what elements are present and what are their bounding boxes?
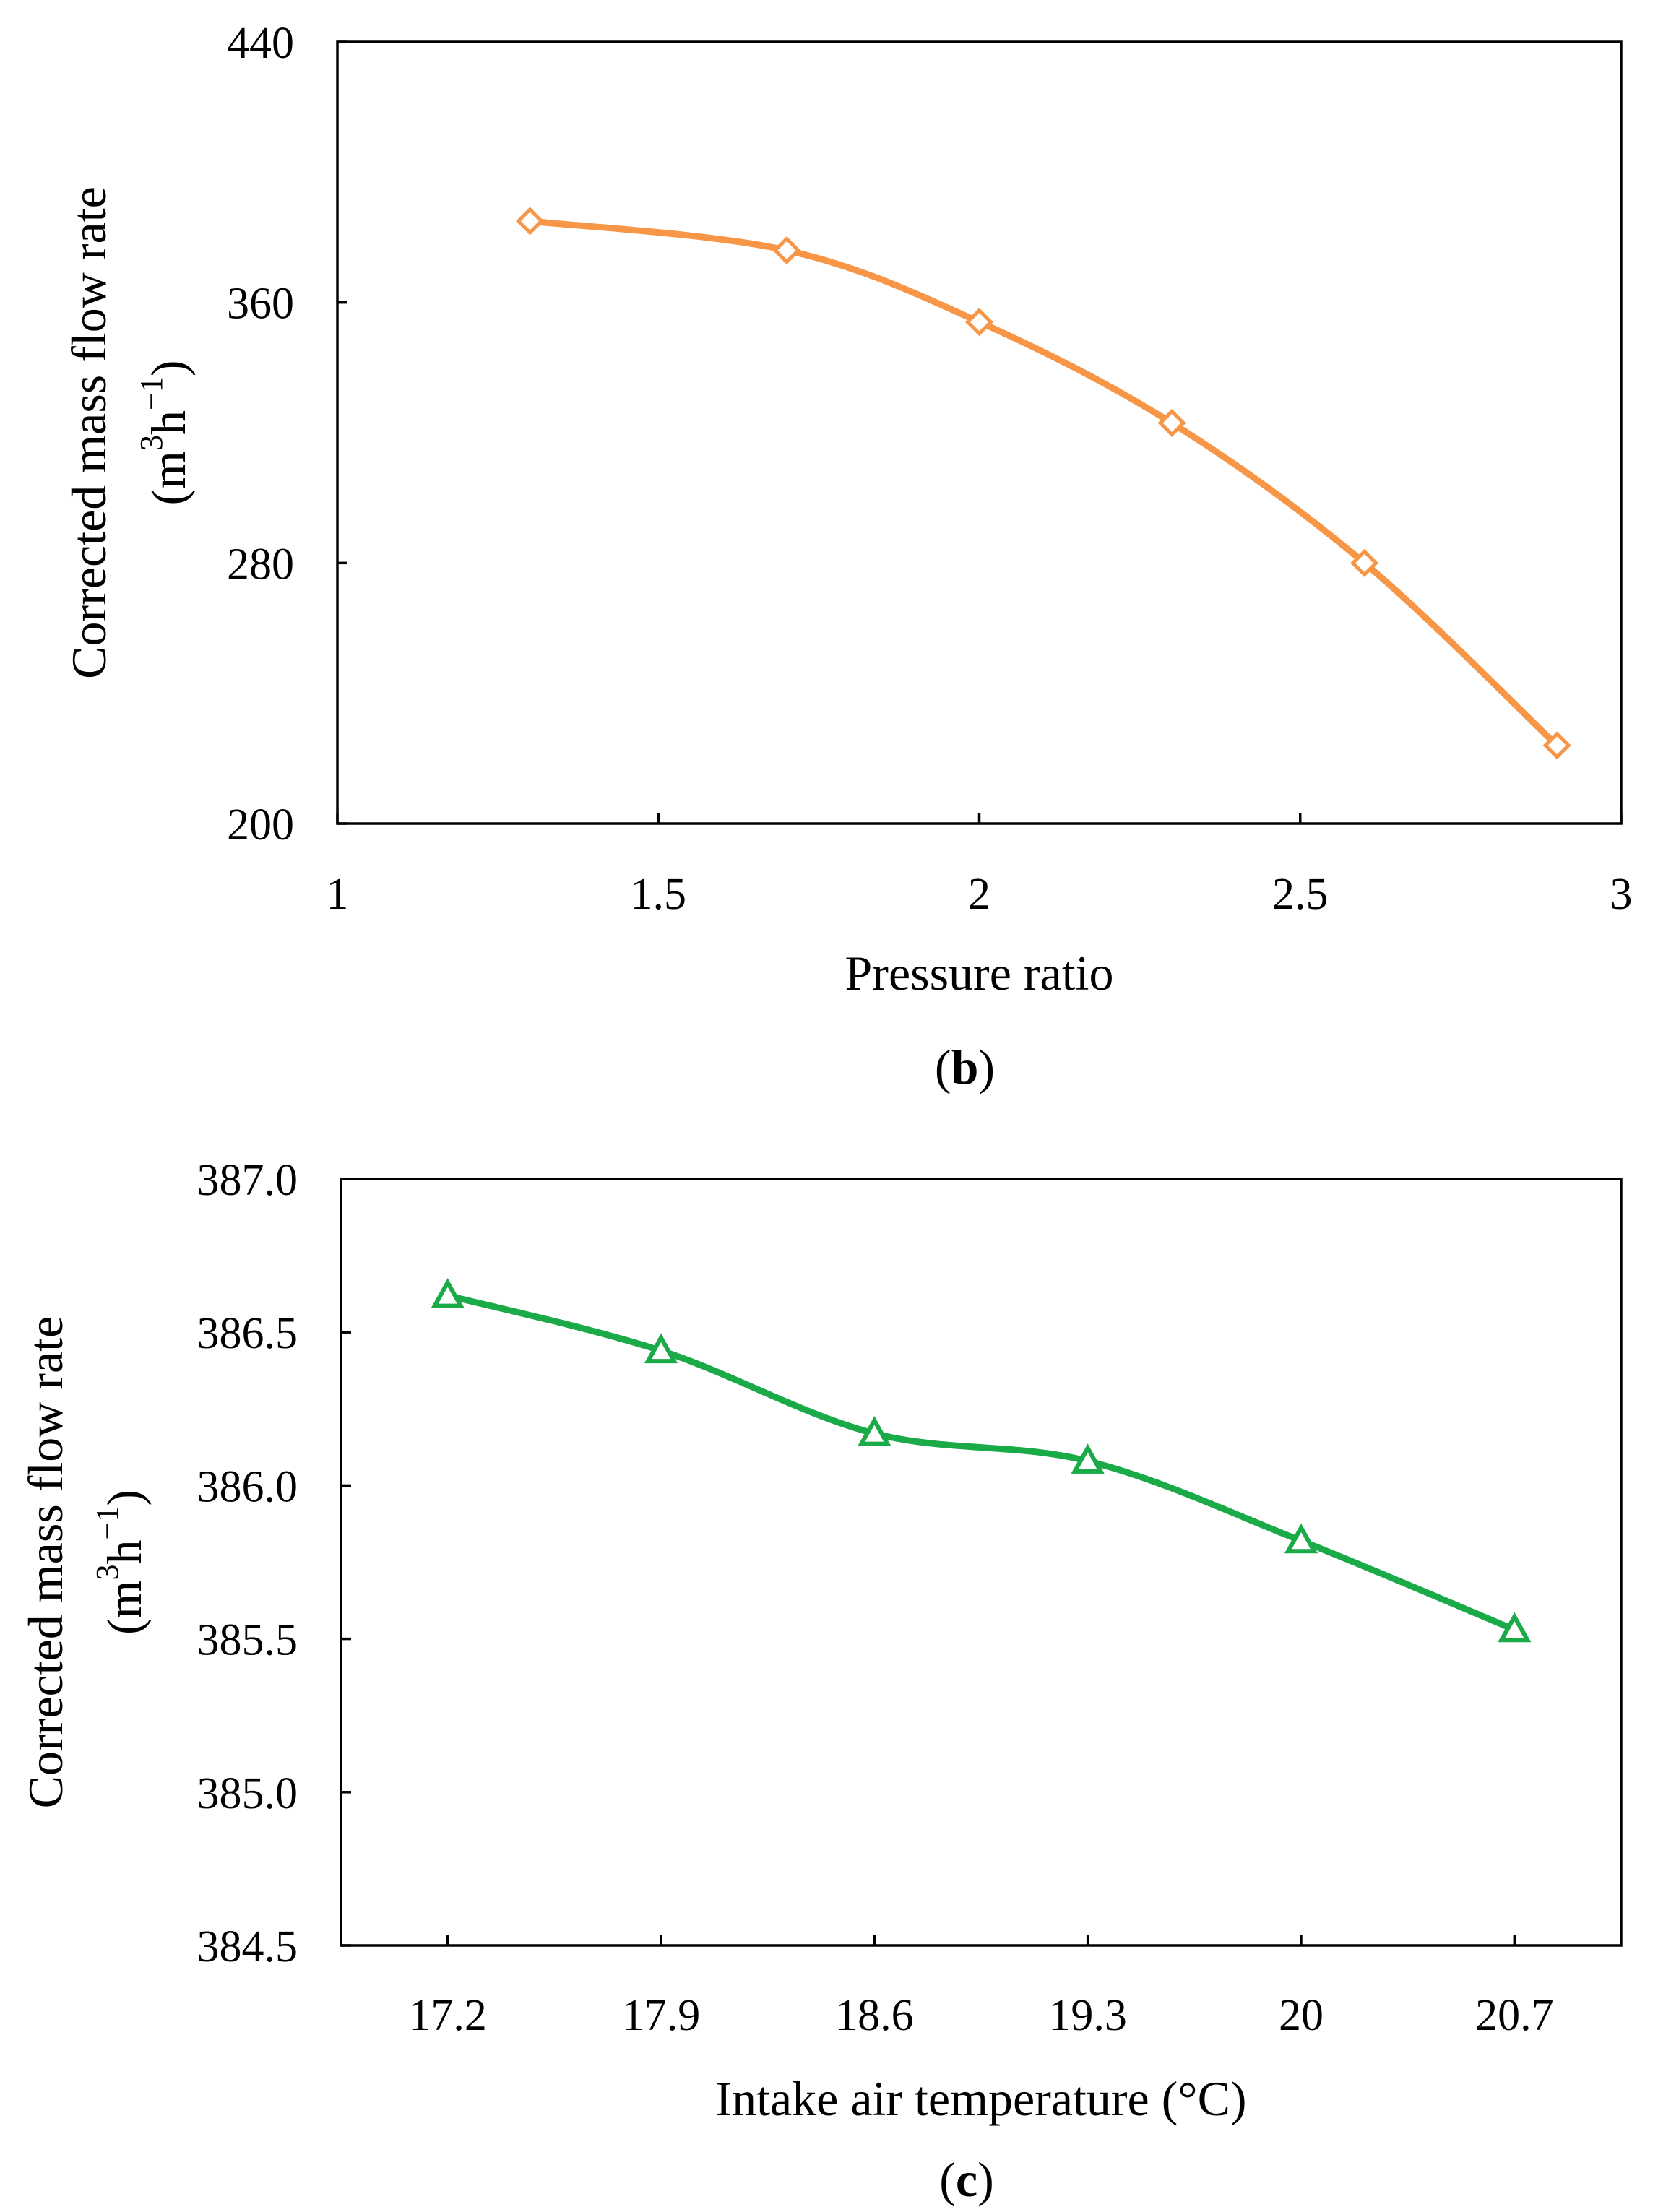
y-tick-label: 387.0 bbox=[197, 1156, 298, 1205]
series-line bbox=[444, 1292, 1518, 1633]
plot-area-frame bbox=[340, 1178, 1623, 1947]
x-tick-label: 18.6 bbox=[835, 1991, 914, 2040]
y-tick-label: 386.5 bbox=[197, 1309, 298, 1358]
data-point-marker bbox=[1071, 1443, 1105, 1474]
x-tick-label: 17.9 bbox=[622, 1991, 701, 2040]
y-tick-label: 384.5 bbox=[197, 1922, 298, 1971]
x-axis-title: Intake air temperature (°C) bbox=[715, 2071, 1246, 2126]
y-tick-label: 386.0 bbox=[197, 1462, 298, 1511]
y-axis-unit-part: −1 bbox=[134, 376, 169, 410]
series-line bbox=[527, 217, 1560, 749]
panel-c: 384.5 385.0 385.5 386.0 386.5 387.0 17.2 17.9 18… bbox=[18, 1156, 1623, 2207]
panel-label-open: ( bbox=[939, 2152, 956, 2207]
y-axis-title: Corrected mass flow rate bbox=[61, 186, 116, 679]
x-tick-label: 17.2 bbox=[408, 1991, 487, 2040]
y-tick-label: 385.0 bbox=[197, 1769, 298, 1818]
y-axis-unit-part: ) bbox=[141, 360, 196, 376]
panel-label-close: ) bbox=[977, 2152, 994, 2207]
y-axis-unit-part: −1 bbox=[90, 1506, 125, 1540]
y-tick-label: 385.5 bbox=[197, 1616, 298, 1665]
x-tick-label: 1.5 bbox=[631, 870, 687, 919]
y-tick-label: 440 bbox=[227, 19, 294, 68]
y-axis-unit: (m3h−1) bbox=[134, 360, 197, 505]
data-point-marker bbox=[1284, 1523, 1318, 1554]
panel-label-open: ( bbox=[935, 1040, 951, 1094]
y-axis-unit-part: h bbox=[141, 410, 196, 435]
data-point-marker bbox=[1350, 548, 1379, 577]
x-axis-title: Pressure ratio bbox=[845, 946, 1113, 1001]
y-tick-label: 200 bbox=[227, 800, 294, 850]
data-point-marker bbox=[772, 236, 801, 265]
x-tick-label: 20.7 bbox=[1475, 1991, 1554, 2040]
y-axis-unit-part: 3 bbox=[134, 435, 169, 451]
data-point-marker bbox=[1157, 408, 1186, 438]
y-tick-label: 360 bbox=[227, 280, 294, 329]
panel-label: (b) bbox=[935, 1040, 995, 1094]
data-point-marker bbox=[964, 308, 994, 337]
x-tick-label: 3 bbox=[1610, 870, 1633, 919]
panel-label-letter: b bbox=[951, 1040, 979, 1094]
panel-label: (c) bbox=[939, 2152, 994, 2207]
y-axis-unit-part: ) bbox=[97, 1490, 152, 1506]
data-point-marker bbox=[431, 1278, 465, 1308]
x-tick-label: 20 bbox=[1279, 1991, 1324, 2040]
panel-b: 200 280 360 440 1 1.5 2 2.5 3 Pressure ratio Corre… bbox=[61, 19, 1633, 1094]
data-point-marker bbox=[1542, 731, 1571, 760]
data-point-marker bbox=[858, 1416, 891, 1446]
data-point-marker bbox=[644, 1333, 678, 1364]
data-point-marker bbox=[1498, 1612, 1532, 1643]
panel-label-letter: c bbox=[956, 2152, 977, 2207]
data-point-marker bbox=[516, 207, 545, 236]
y-axis-title: Corrected mass flow rate bbox=[18, 1316, 73, 1809]
x-tick-label: 1 bbox=[327, 870, 349, 919]
y-axis-unit-part: (m bbox=[141, 451, 196, 506]
y-axis-unit-part: 3 bbox=[90, 1564, 125, 1580]
x-tick-label: 2.5 bbox=[1272, 870, 1329, 919]
y-axis-unit: (m3h−1) bbox=[90, 1490, 152, 1635]
x-tick-label: 2 bbox=[968, 870, 990, 919]
y-tick-label: 280 bbox=[227, 540, 294, 589]
y-axis-unit-part: (m bbox=[97, 1580, 152, 1635]
panel-label-close: ) bbox=[978, 1040, 995, 1094]
x-tick-label: 19.3 bbox=[1048, 1991, 1127, 2040]
y-axis-unit-part: h bbox=[97, 1539, 152, 1564]
